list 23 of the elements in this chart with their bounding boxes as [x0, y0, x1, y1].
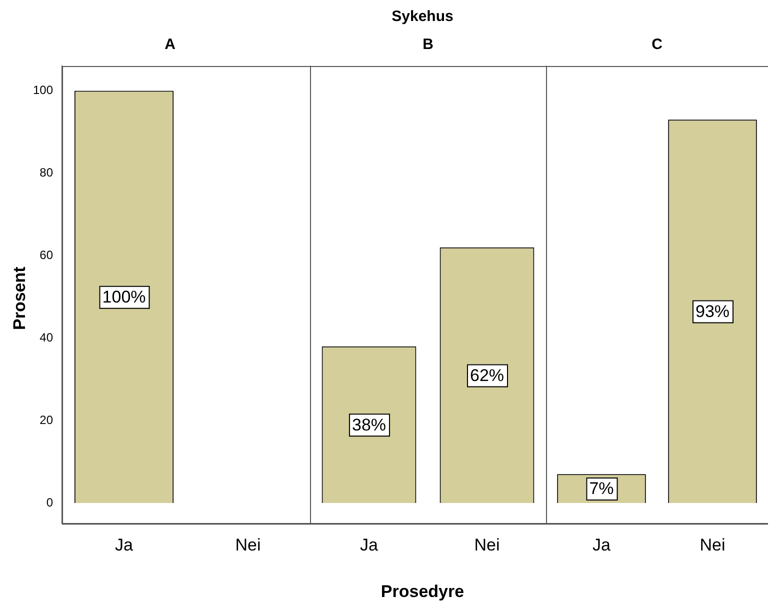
- x-tick-label: Nei: [700, 535, 726, 554]
- chart-title: B: [422, 36, 434, 54]
- y-tick-label: 60: [40, 248, 54, 262]
- y-tick-label: 0: [46, 495, 54, 510]
- y-axis-title: Prosent: [10, 266, 30, 330]
- y-tick-label: 80: [40, 166, 54, 180]
- x-axis-title: Prosedyre: [380, 582, 466, 602]
- data-label: 62%: [470, 366, 504, 385]
- y-tick-label: 20: [40, 412, 54, 427]
- x-tick-label: Ja: [360, 535, 379, 554]
- y-tick-label: 40: [40, 330, 54, 344]
- data-label: 38%: [352, 415, 386, 434]
- x-tick-label: Nei: [474, 535, 500, 554]
- x-tick-label: Ja: [115, 535, 134, 554]
- x-tick-label: Nei: [235, 535, 261, 554]
- x-tick-label: Ja: [592, 535, 612, 554]
- data-label: 7%: [589, 479, 614, 498]
- data-label: 93%: [695, 302, 730, 321]
- y-tick-label: 100: [32, 83, 54, 98]
- chart-title: A: [164, 36, 176, 54]
- text: Sykehus: [390, 8, 454, 25]
- chart-title: C: [652, 36, 663, 54]
- data-label: 100%: [102, 288, 146, 307]
